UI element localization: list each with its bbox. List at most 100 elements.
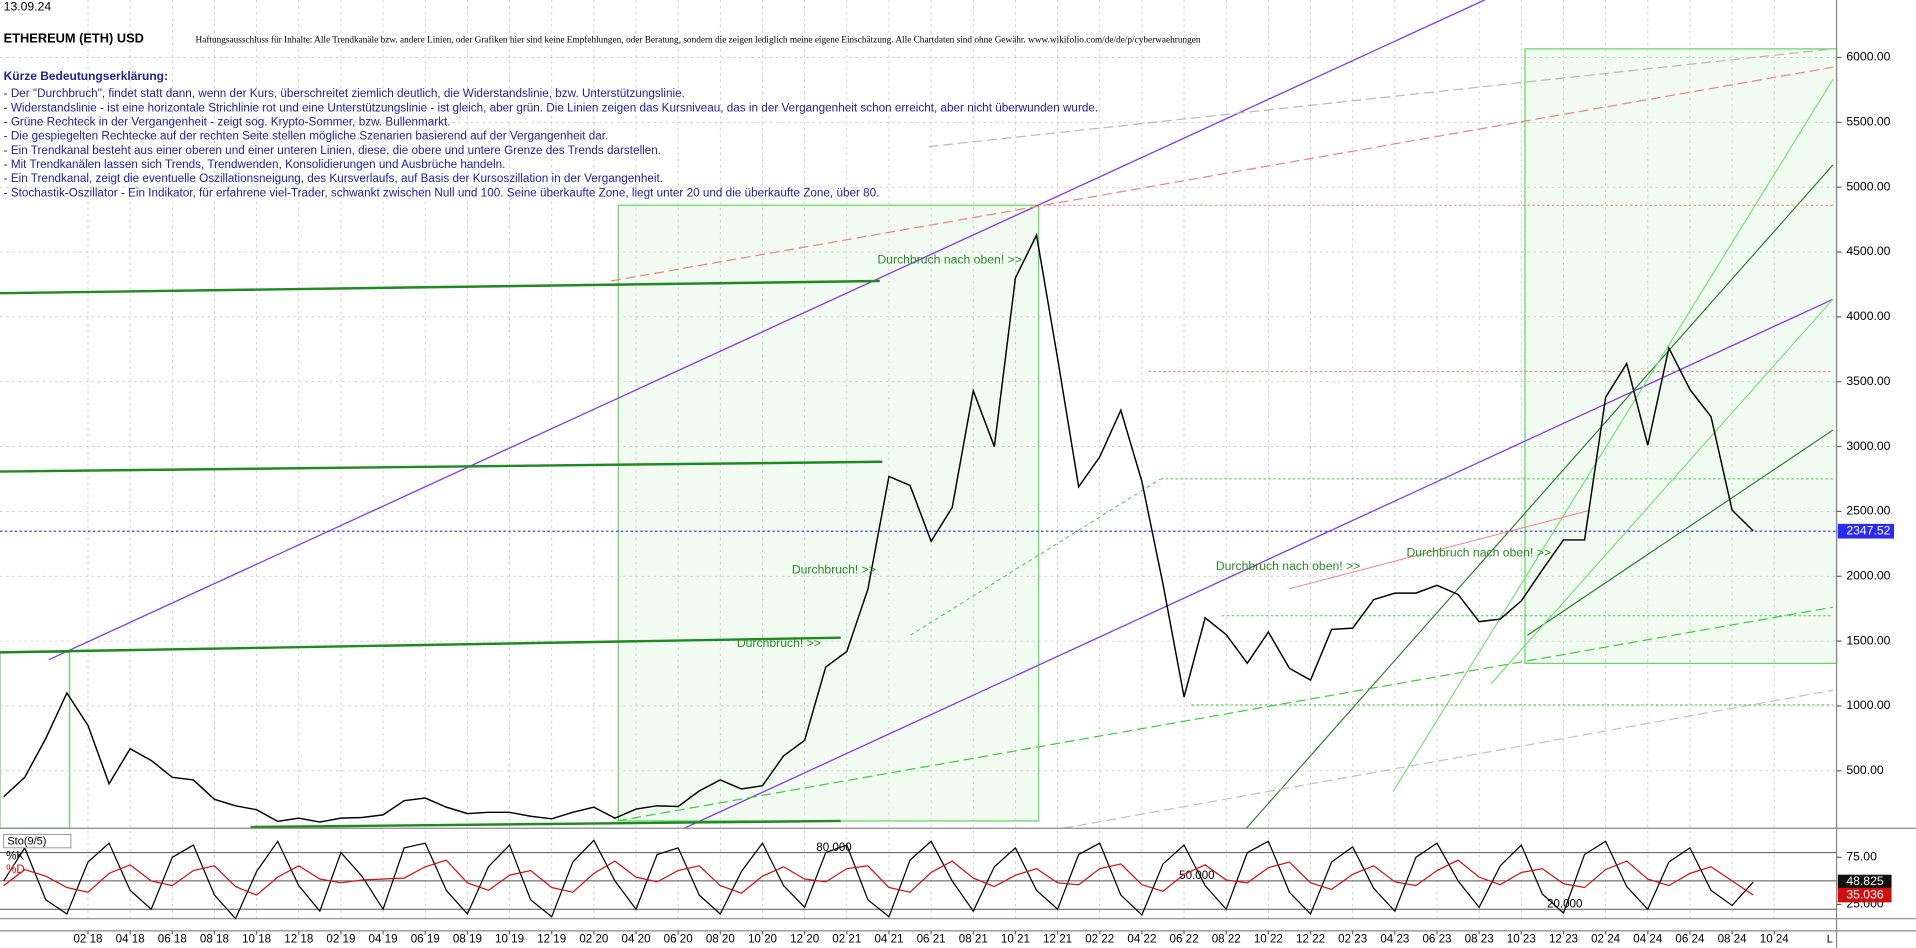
indicator-line bbox=[3, 839, 1754, 920]
x-tick-label: 06 20 bbox=[664, 933, 693, 946]
trendlines bbox=[0, 0, 1834, 829]
disclaimer: Haftungsausschluss für Inhalte: Alle Tre… bbox=[196, 35, 1201, 45]
support-line bbox=[616, 606, 1834, 822]
resistance-line bbox=[610, 66, 1834, 282]
note: - Ein Trendkanal besteht aus einer obere… bbox=[4, 144, 661, 157]
x-tick-label: 08 24 bbox=[1718, 933, 1748, 946]
x-tick-label: 08 18 bbox=[200, 933, 229, 946]
note: - Grüne Rechteck in der Vergangenheit - … bbox=[4, 116, 451, 129]
notes-title: Kürze Bedeutungserklärung: bbox=[4, 69, 168, 83]
trend-line bbox=[48, 0, 1485, 661]
annotation: Durchbruch nach oben! >> bbox=[877, 252, 1022, 266]
x-tick-label: 10 20 bbox=[748, 933, 777, 946]
x-tick-label: 12 18 bbox=[284, 933, 313, 946]
x-tick-label: 04 23 bbox=[1380, 933, 1409, 946]
x-tick-label: 10 19 bbox=[495, 933, 524, 946]
x-tick-label: 06 21 bbox=[917, 933, 946, 946]
last-value-box bbox=[1837, 874, 1892, 890]
x-tick-label: 08 20 bbox=[706, 933, 735, 946]
plot: 500.00 1000.00 1500.00 2000.00 2500.00 3000.0… bbox=[0, 50, 1895, 946]
x-tick-label: 02 21 bbox=[832, 933, 861, 946]
x-tick-label: 10 21 bbox=[1001, 933, 1030, 946]
y-tick-label: 1500.00 bbox=[1846, 633, 1890, 647]
last-value-box bbox=[1837, 887, 1892, 903]
x-tick-label: 10 22 bbox=[1254, 933, 1283, 946]
x-tick-label: 04 22 bbox=[1127, 933, 1156, 946]
x-tick-label: 06 19 bbox=[411, 933, 440, 946]
y-tick-label: 5500.00 bbox=[1846, 115, 1890, 129]
x-tick-label: 08 23 bbox=[1465, 933, 1494, 946]
last-price-label: 2347.52 bbox=[1846, 523, 1890, 537]
x-tick-label: 02 24 bbox=[1591, 933, 1621, 946]
channel-line bbox=[1245, 164, 1834, 829]
last-value-label: 35.036 bbox=[1846, 887, 1884, 901]
x-tick-label: 04 18 bbox=[116, 933, 145, 946]
indicator-box bbox=[3, 833, 72, 849]
annotation: Durchbruch! >> bbox=[737, 636, 821, 650]
legend-entry: %K bbox=[6, 849, 24, 862]
x-tick-label: 12 21 bbox=[1043, 933, 1072, 946]
note: - Stochastik-Oszillator - Ein Indikator,… bbox=[4, 186, 880, 199]
green-rectangle bbox=[1524, 48, 1838, 664]
y-tick-label: 2000.00 bbox=[1846, 568, 1890, 582]
dashed-line bbox=[1062, 689, 1834, 829]
trend-line bbox=[684, 298, 1834, 829]
annotation: Durchbruch! >> bbox=[792, 563, 876, 577]
green-rectangle bbox=[617, 204, 1040, 822]
x-tick-label: 02 22 bbox=[1085, 933, 1114, 946]
x-tick-label: 02 18 bbox=[73, 933, 102, 946]
price-line bbox=[3, 232, 1754, 823]
x-tick-label: 02 20 bbox=[579, 933, 608, 946]
channel-line bbox=[0, 279, 880, 295]
level-label: 80.000 bbox=[816, 841, 851, 854]
corner-label: L bbox=[1827, 933, 1833, 945]
level-label: 20.000 bbox=[1547, 897, 1582, 910]
grid bbox=[0, 0, 1837, 919]
x-tick-label: 12 23 bbox=[1549, 933, 1578, 946]
x-tick-label: 04 21 bbox=[874, 933, 903, 946]
y-tick-label: 3000.00 bbox=[1846, 439, 1890, 453]
y-tick-label: 1000.00 bbox=[1846, 698, 1890, 712]
note: - Der "Durchbruch", findet statt dann, w… bbox=[4, 87, 685, 100]
note: - Mit Trendkanälen lassen sich Trends, T… bbox=[4, 158, 506, 171]
x-tick-label: 06 22 bbox=[1170, 933, 1199, 946]
resistance-line bbox=[1289, 510, 1589, 590]
y-tick-label: 2500.00 bbox=[1846, 504, 1890, 518]
note: - Widerstandslinie - ist eine horizontal… bbox=[4, 101, 1099, 114]
channel-line bbox=[1392, 79, 1834, 792]
note: - Die gespiegelten Rechtecke auf der rec… bbox=[4, 130, 609, 143]
x-tick-label: 12 20 bbox=[790, 933, 819, 946]
x-tick-label: 02 19 bbox=[326, 933, 355, 946]
x-tick-label: 08 19 bbox=[453, 933, 482, 946]
indicator-label: Sto(9/5) bbox=[7, 836, 46, 848]
x-tick-label: 08 22 bbox=[1212, 933, 1241, 946]
last-price-box bbox=[1837, 523, 1895, 539]
y-tick-label: 4500.00 bbox=[1846, 244, 1890, 258]
channel-line bbox=[0, 460, 883, 473]
y-tick-label: 4000.00 bbox=[1846, 309, 1890, 323]
channel-line bbox=[1490, 298, 1834, 685]
x-tick-label: 04 24 bbox=[1633, 933, 1663, 946]
indicator-line bbox=[3, 859, 1754, 896]
y2-tick-label: 75.00 bbox=[1846, 850, 1877, 864]
x-tick-label: 12 22 bbox=[1296, 933, 1325, 946]
notes: - Der "Durchbruch", findet statt dann, w… bbox=[4, 87, 1099, 199]
x-tick-label: 06 18 bbox=[158, 933, 187, 946]
dashed-line bbox=[928, 48, 1833, 148]
last-value-label: 48.825 bbox=[1846, 874, 1884, 888]
note: - Ein Trendkanal, zeigt die eventuelle O… bbox=[4, 172, 663, 185]
x-tick-label: 06 23 bbox=[1422, 933, 1451, 946]
date: 13.09.24 bbox=[4, 0, 52, 14]
x-tick-label: 10 23 bbox=[1507, 933, 1536, 946]
annotation: Durchbruch nach oben! >> bbox=[1406, 546, 1551, 560]
y-tick-label: 5000.00 bbox=[1846, 179, 1890, 193]
y-tick-label: 6000.00 bbox=[1846, 50, 1890, 64]
x-tick-label: 12 19 bbox=[537, 933, 566, 946]
annotation: Durchbruch nach oben! >> bbox=[1216, 559, 1361, 573]
drawings bbox=[0, 48, 1838, 829]
y-tick-label: 3500.00 bbox=[1846, 374, 1890, 388]
x-tick-label: 04 19 bbox=[369, 933, 398, 946]
y-tick-label: 500.00 bbox=[1846, 763, 1884, 777]
x-tick-label: 04 20 bbox=[622, 933, 651, 946]
